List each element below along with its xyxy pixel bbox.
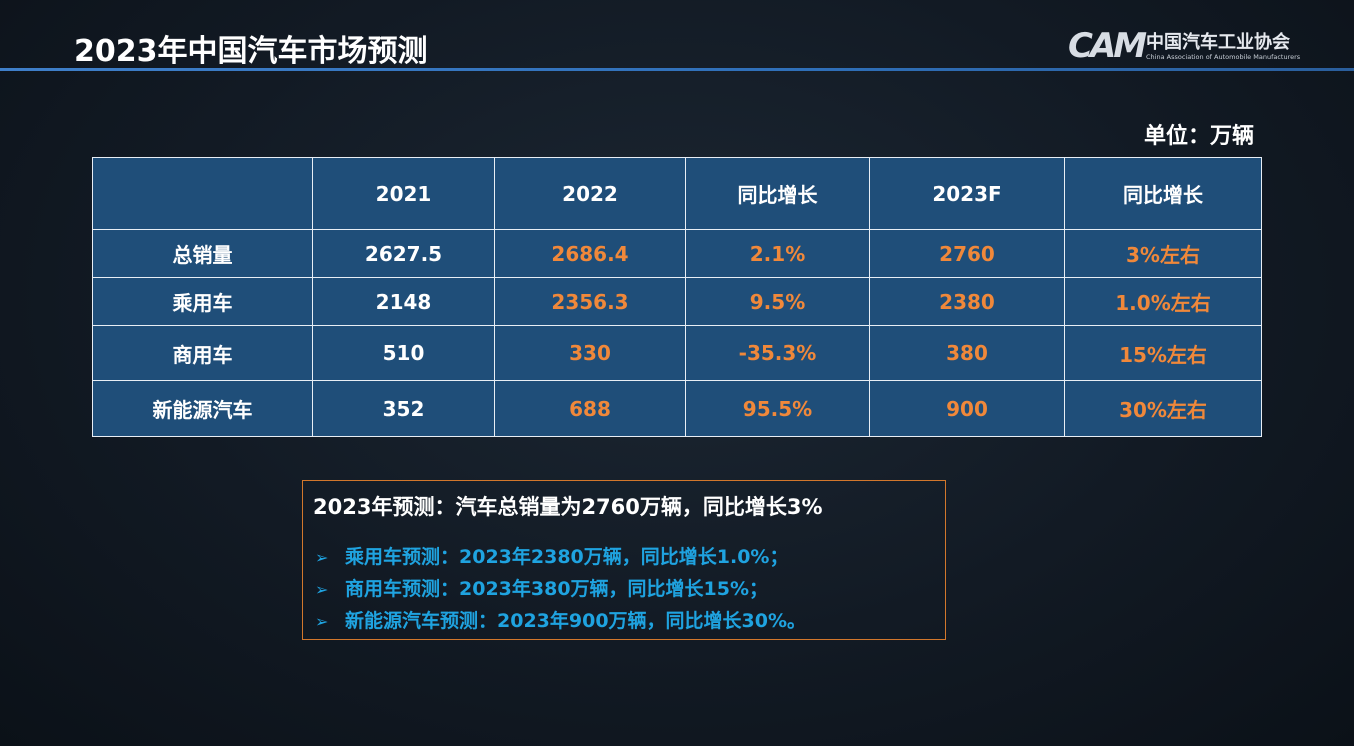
cell-2022: 2356.3 [494,277,686,326]
header-cell-2023f: 2023F [869,157,1065,230]
cell-2023f: 2380 [869,277,1065,326]
arrow-bullet-icon: ➢ [315,612,329,631]
arrow-bullet-icon: ➢ [315,548,329,567]
table-header-row: 2021 2022 同比增长 2023F 同比增长 [92,157,1262,230]
cell-yoy-2023: 3%左右 [1064,229,1262,278]
list-item: ➢ 新能源汽车预测：2023年900万辆，同比增长30%。 [315,605,806,637]
cell-2023f: 2760 [869,229,1065,278]
header-cell-yoy-2023: 同比增长 [1064,157,1262,230]
header-cell-2021: 2021 [312,157,495,230]
list-item: ➢ 乘用车预测：2023年2380万辆，同比增长1.0%； [315,541,806,573]
title-divider [0,68,1354,71]
unit-label: 单位：万辆 [1143,124,1254,149]
sales-table: 2021 2022 同比增长 2023F 同比增长 总销量 2627.5 268… [92,157,1262,437]
arrow-bullet-icon: ➢ [315,580,329,599]
cell-2021: 510 [312,325,495,381]
cell-2023f: 380 [869,325,1065,381]
header-cell-2022: 2022 [494,157,686,230]
org-name-en: China Association of Automobile Manufact… [1146,53,1301,61]
cam-logo-icon: CAM [1068,26,1147,66]
cell-2022: 2686.4 [494,229,686,278]
header-cell-empty [92,157,313,230]
cell-2023f: 900 [869,380,1065,437]
org-name: 中国汽车工业协会 [1146,32,1290,53]
table-row: 新能源汽车 352 688 95.5% 900 30%左右 [92,380,1262,437]
cell-yoy-2022: 2.1% [685,229,870,278]
row-label: 商用车 [92,325,313,381]
table-row: 总销量 2627.5 2686.4 2.1% 2760 3%左右 [92,229,1262,278]
cell-yoy-2022: 9.5% [685,277,870,326]
page-title: 2023年中国汽车市场预测 [74,34,428,69]
table-row: 乘用车 2148 2356.3 9.5% 2380 1.0%左右 [92,277,1262,326]
cell-2021: 2627.5 [312,229,495,278]
table-row: 商用车 510 330 -35.3% 380 15%左右 [92,325,1262,381]
row-label: 乘用车 [92,277,313,326]
forecast-item-text: 乘用车预测：2023年2380万辆，同比增长1.0%； [345,546,789,568]
cell-yoy-2022: -35.3% [685,325,870,381]
cell-2022: 688 [494,380,686,437]
row-label: 总销量 [92,229,313,278]
forecast-item-text: 商用车预测：2023年380万辆，同比增长15%； [345,578,769,600]
forecast-list: ➢ 乘用车预测：2023年2380万辆，同比增长1.0%； ➢ 商用车预测：2023… [315,541,806,637]
list-item: ➢ 商用车预测：2023年380万辆，同比增长15%； [315,573,806,605]
cell-yoy-2023: 1.0%左右 [1064,277,1262,326]
cell-yoy-2022: 95.5% [685,380,870,437]
row-label: 新能源汽车 [92,380,313,437]
org-logo: CAM 中国汽车工业协会 China Association of Automo… [1068,26,1328,66]
forecast-headline: 2023年预测：汽车总销量为2760万辆，同比增长3% [313,495,823,519]
forecast-item-text: 新能源汽车预测：2023年900万辆，同比增长30%。 [345,610,807,632]
cell-yoy-2023: 15%左右 [1064,325,1262,381]
cell-2022: 330 [494,325,686,381]
cell-2021: 2148 [312,277,495,326]
forecast-box: 2023年预测：汽车总销量为2760万辆，同比增长3% ➢ 乘用车预测：2023年… [302,480,946,640]
header-cell-yoy-2022: 同比增长 [685,157,870,230]
cell-yoy-2023: 30%左右 [1064,380,1262,437]
cell-2021: 352 [312,380,495,437]
